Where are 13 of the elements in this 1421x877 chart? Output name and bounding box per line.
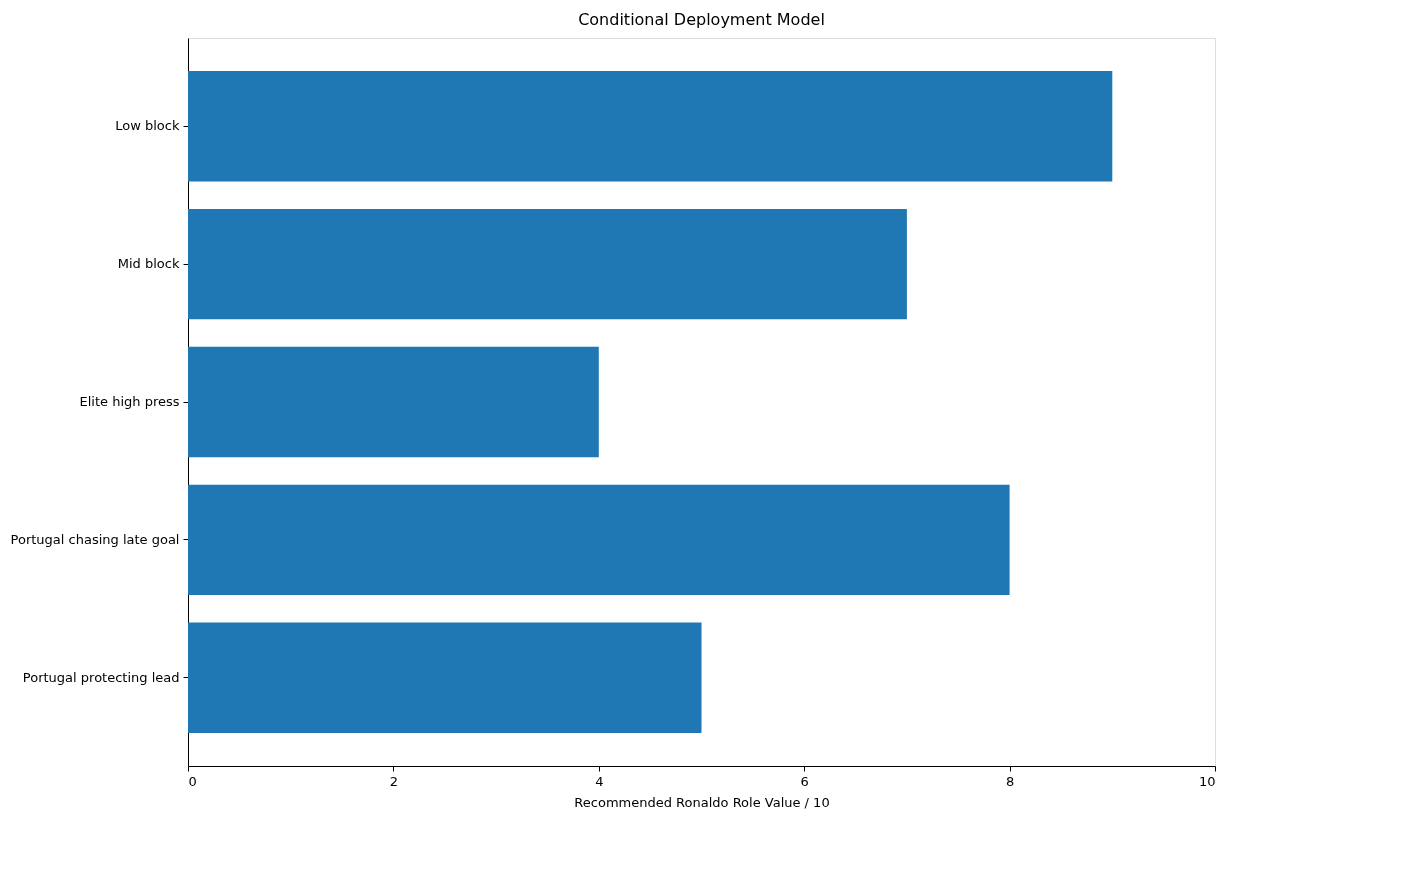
- x-axis-title: Recommended Ronaldo Role Value / 10: [574, 794, 830, 810]
- x-tick-label: 0: [188, 773, 197, 789]
- x-tick-label: 6: [800, 773, 809, 789]
- y-tick-label: Mid block: [117, 256, 180, 272]
- chart-title: Conditional Deployment Model: [578, 10, 825, 29]
- y-tick-label: Portugal chasing late goal: [10, 531, 180, 547]
- y-tick-label: Portugal protecting lead: [22, 669, 180, 685]
- x-tick-label: 10: [1198, 773, 1216, 789]
- y-tick-label: Low block: [115, 118, 180, 134]
- x-tick-label: 2: [389, 773, 399, 789]
- x-tick-label: 4: [595, 773, 604, 789]
- y-tick-label: Elite high press: [79, 394, 180, 409]
- x-tick-label: 8: [1005, 773, 1015, 789]
